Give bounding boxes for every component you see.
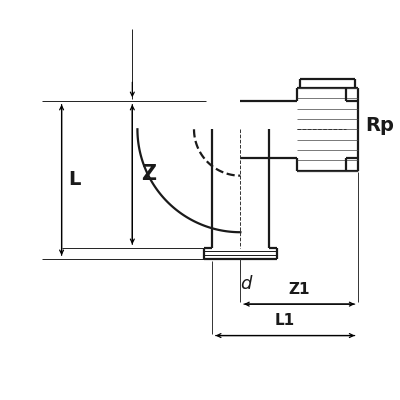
Text: L: L xyxy=(69,170,81,190)
Text: Z1: Z1 xyxy=(288,282,310,297)
Text: Z: Z xyxy=(141,164,156,184)
Text: d: d xyxy=(240,276,252,294)
Text: Rp: Rp xyxy=(365,116,394,135)
Text: L1: L1 xyxy=(275,314,295,328)
